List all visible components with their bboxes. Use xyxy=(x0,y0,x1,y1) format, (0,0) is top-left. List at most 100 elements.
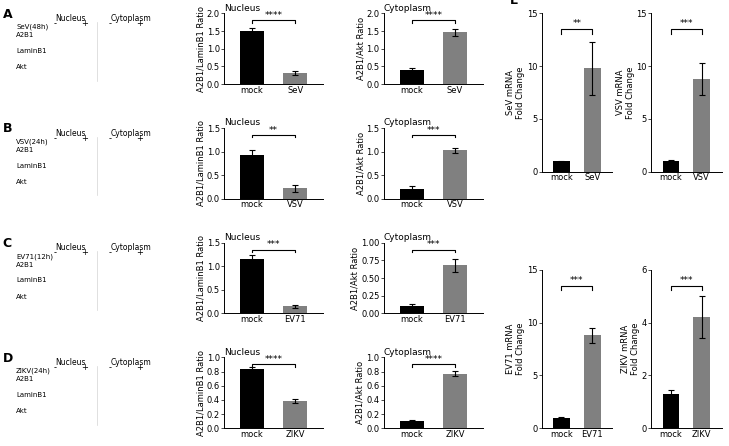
Text: Cytoplasm: Cytoplasm xyxy=(383,118,432,127)
Text: +: + xyxy=(81,248,88,257)
Text: B: B xyxy=(3,122,12,136)
Y-axis label: A2B1/Akt Ratio: A2B1/Akt Ratio xyxy=(356,132,365,195)
Text: ***: *** xyxy=(426,240,440,249)
Text: -: - xyxy=(109,248,112,257)
Text: A2B1: A2B1 xyxy=(16,147,34,153)
Text: +: + xyxy=(81,134,88,143)
Text: LaminB1: LaminB1 xyxy=(16,48,47,54)
Text: C: C xyxy=(3,237,12,250)
Text: ****: **** xyxy=(424,355,443,364)
Bar xyxy=(284,73,307,84)
Bar xyxy=(240,259,264,314)
Text: +: + xyxy=(136,134,144,143)
Text: EV71(12h): EV71(12h) xyxy=(16,253,53,260)
Text: -: - xyxy=(53,134,56,143)
Text: **: ** xyxy=(269,126,278,135)
Text: LaminB1: LaminB1 xyxy=(16,162,47,169)
Y-axis label: EV71 mRNA
Fold Change: EV71 mRNA Fold Change xyxy=(506,323,526,375)
Bar xyxy=(693,318,710,428)
Text: -: - xyxy=(109,19,112,28)
Text: Nucleus: Nucleus xyxy=(55,129,86,138)
Text: Akt: Akt xyxy=(16,64,28,70)
Y-axis label: ZIKV mRNA
Fold Change: ZIKV mRNA Fold Change xyxy=(620,323,640,375)
Bar xyxy=(284,306,307,314)
Text: ***: *** xyxy=(679,276,693,285)
Text: LaminB1: LaminB1 xyxy=(16,392,47,398)
Bar xyxy=(584,68,601,172)
Bar xyxy=(443,32,467,84)
Text: D: D xyxy=(3,352,13,365)
Text: +: + xyxy=(136,19,144,28)
Text: A2B1: A2B1 xyxy=(16,32,34,38)
Text: LaminB1: LaminB1 xyxy=(16,277,47,283)
Text: Nucleus: Nucleus xyxy=(55,358,86,367)
Text: Akt: Akt xyxy=(16,293,28,300)
Text: +: + xyxy=(81,19,88,28)
Y-axis label: SeV mRNA
Fold Change: SeV mRNA Fold Change xyxy=(506,66,526,119)
Bar xyxy=(400,306,424,314)
Text: Nucleus: Nucleus xyxy=(224,4,260,12)
Bar xyxy=(240,369,264,428)
Text: Nucleus: Nucleus xyxy=(55,14,86,23)
Text: ***: *** xyxy=(426,126,440,135)
Bar xyxy=(553,161,570,172)
Y-axis label: A2B1/LaminB1 Ratio: A2B1/LaminB1 Ratio xyxy=(196,350,205,436)
Text: A: A xyxy=(3,8,12,21)
Text: Akt: Akt xyxy=(16,179,28,185)
Bar xyxy=(284,401,307,428)
Bar xyxy=(663,394,679,428)
Text: Cytoplasm: Cytoplasm xyxy=(111,14,151,23)
Text: -: - xyxy=(109,363,112,372)
Text: Nucleus: Nucleus xyxy=(224,347,260,357)
Text: Cytoplasm: Cytoplasm xyxy=(111,358,151,367)
Text: -: - xyxy=(109,134,112,143)
Y-axis label: A2B1/LaminB1 Ratio: A2B1/LaminB1 Ratio xyxy=(196,6,206,92)
Y-axis label: A2B1/LaminB1 Ratio: A2B1/LaminB1 Ratio xyxy=(196,120,206,206)
Text: -: - xyxy=(53,248,56,257)
Bar xyxy=(240,155,264,199)
Text: E: E xyxy=(510,0,518,8)
Text: A2B1: A2B1 xyxy=(16,262,34,268)
Text: Cytoplasm: Cytoplasm xyxy=(383,4,432,12)
Text: Nucleus: Nucleus xyxy=(224,118,260,127)
Text: Nucleus: Nucleus xyxy=(224,233,260,242)
Bar xyxy=(400,70,424,84)
Text: A2B1: A2B1 xyxy=(16,376,34,382)
Text: Cytoplasm: Cytoplasm xyxy=(383,347,432,357)
Bar xyxy=(443,374,467,428)
Text: Cytoplasm: Cytoplasm xyxy=(111,244,151,252)
Text: Cytoplasm: Cytoplasm xyxy=(111,129,151,138)
Bar xyxy=(443,150,467,199)
Text: SeV(48h): SeV(48h) xyxy=(16,24,48,30)
Bar xyxy=(584,335,601,428)
Text: ***: *** xyxy=(267,240,281,249)
Text: ***: *** xyxy=(570,276,584,285)
Text: -: - xyxy=(53,19,56,28)
Text: +: + xyxy=(81,363,88,372)
Y-axis label: VSV mRNA
Fold Change: VSV mRNA Fold Change xyxy=(615,66,635,119)
Bar xyxy=(400,190,424,199)
Bar xyxy=(240,31,264,84)
Y-axis label: A2B1/Akt Ratio: A2B1/Akt Ratio xyxy=(356,17,365,80)
Bar xyxy=(284,189,307,199)
Y-axis label: A2B1/Akt Ratio: A2B1/Akt Ratio xyxy=(351,247,359,310)
Text: **: ** xyxy=(572,20,581,29)
Bar xyxy=(553,417,570,428)
Text: Cytoplasm: Cytoplasm xyxy=(383,233,432,242)
Bar xyxy=(400,421,424,428)
Text: -: - xyxy=(53,363,56,372)
Text: ****: **** xyxy=(424,11,443,20)
Bar xyxy=(693,79,710,172)
Text: Akt: Akt xyxy=(16,408,28,414)
Y-axis label: A2B1/LaminB1 Ratio: A2B1/LaminB1 Ratio xyxy=(196,235,206,321)
Text: +: + xyxy=(136,363,144,372)
Text: ***: *** xyxy=(679,20,693,29)
Text: ****: **** xyxy=(265,355,283,364)
Y-axis label: A2B1/Akt Ratio: A2B1/Akt Ratio xyxy=(356,361,365,424)
Text: +: + xyxy=(136,248,144,257)
Text: Nucleus: Nucleus xyxy=(55,244,86,252)
Text: ****: **** xyxy=(265,11,283,20)
Bar xyxy=(443,265,467,314)
Bar xyxy=(663,161,679,172)
Text: VSV(24h): VSV(24h) xyxy=(16,139,49,145)
